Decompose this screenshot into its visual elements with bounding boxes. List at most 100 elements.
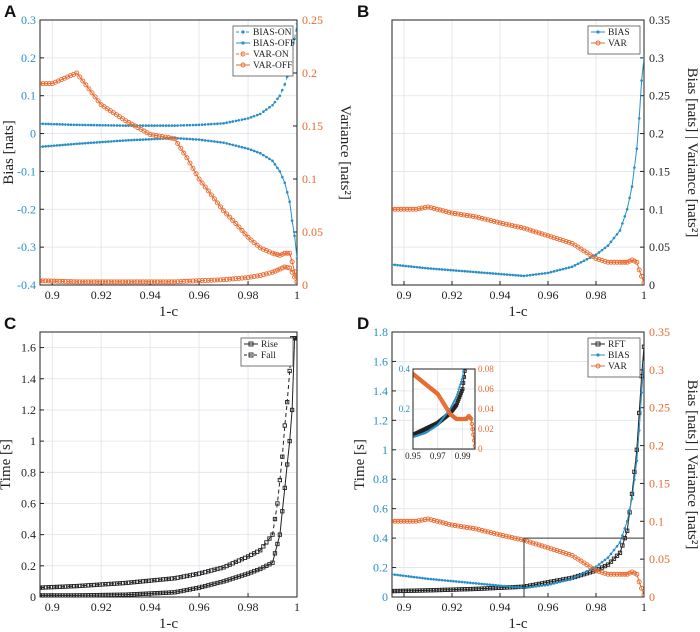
data-point xyxy=(485,583,489,586)
data-point xyxy=(491,583,495,587)
data-point xyxy=(518,537,524,543)
data-point xyxy=(134,279,140,285)
data-point xyxy=(352,347,355,350)
x-tick-label: 0.94 xyxy=(490,288,511,302)
data-point xyxy=(77,279,83,285)
panel-letter: C xyxy=(4,314,16,333)
data-point xyxy=(153,137,156,141)
data-point xyxy=(471,228,473,230)
data-point xyxy=(292,269,297,275)
data-point xyxy=(51,278,57,284)
data-point xyxy=(624,571,630,577)
data-point xyxy=(494,583,498,587)
data-point xyxy=(178,279,184,285)
data-point xyxy=(469,268,472,271)
data-point xyxy=(118,139,122,143)
data-point xyxy=(469,416,474,422)
y-tick-label-left: 0.6 xyxy=(373,502,388,516)
data-point xyxy=(379,437,382,440)
data-point xyxy=(277,477,282,483)
data-point xyxy=(246,117,250,120)
data-point xyxy=(380,437,383,440)
data-point xyxy=(66,143,70,146)
series-fall xyxy=(40,336,297,590)
data-point xyxy=(540,584,544,587)
data-point xyxy=(61,75,67,81)
data-point xyxy=(294,336,297,341)
data-point xyxy=(362,424,364,426)
data-point xyxy=(490,585,496,591)
data-point xyxy=(120,592,125,597)
y-tick-label-left: 1.2 xyxy=(21,403,36,417)
data-point xyxy=(146,279,152,285)
data-point xyxy=(609,240,613,244)
data-point xyxy=(416,518,422,524)
data-point xyxy=(77,583,82,589)
data-point xyxy=(80,583,85,588)
y-tick-label-right: 0.2 xyxy=(649,127,664,141)
data-point xyxy=(472,438,475,443)
data-point xyxy=(52,79,58,85)
data-point xyxy=(515,224,521,230)
data-point xyxy=(394,362,397,365)
data-point xyxy=(262,153,265,157)
data-point xyxy=(392,518,398,524)
data-point xyxy=(167,124,171,127)
legend-label: BIAS-OFF xyxy=(253,39,295,49)
data-point xyxy=(457,395,462,399)
data-point xyxy=(155,577,160,583)
data-point xyxy=(370,350,373,353)
data-point xyxy=(602,258,608,264)
data-point xyxy=(126,279,132,285)
data-point xyxy=(348,439,351,442)
data-point xyxy=(579,572,583,576)
inset-x-tick-label: 0.97 xyxy=(430,451,446,461)
y-tick-label-right: 0.25 xyxy=(649,401,670,415)
data-point xyxy=(368,438,371,441)
data-point xyxy=(213,122,216,126)
data-point xyxy=(166,279,172,285)
data-point xyxy=(78,123,81,127)
data-point xyxy=(140,591,146,596)
data-point xyxy=(345,347,348,350)
data-point xyxy=(452,211,458,217)
data-point xyxy=(585,569,589,573)
data-point xyxy=(245,275,251,281)
data-point xyxy=(437,207,443,213)
data-point xyxy=(456,399,460,403)
data-point xyxy=(397,435,400,438)
data-point xyxy=(346,347,349,350)
data-point xyxy=(413,206,419,212)
data-point xyxy=(240,145,244,149)
data-point xyxy=(49,144,53,148)
data-point xyxy=(497,272,500,276)
data-point xyxy=(546,271,550,275)
x-axis-label: 1-c xyxy=(159,616,178,632)
data-point xyxy=(555,581,559,584)
data-point xyxy=(397,435,400,438)
data-point xyxy=(555,269,559,272)
data-point xyxy=(600,248,604,252)
legend-label: BIAS xyxy=(608,351,630,361)
data-point xyxy=(221,208,227,214)
data-point xyxy=(69,142,73,146)
data-point xyxy=(277,532,282,537)
data-point xyxy=(398,432,400,434)
data-point xyxy=(370,426,372,428)
data-point xyxy=(384,429,386,431)
x-tick-label: 0.98 xyxy=(586,288,607,302)
inset-x-tick-label: 0.95 xyxy=(405,451,421,461)
data-point xyxy=(282,264,288,270)
data-point xyxy=(135,579,140,585)
data-point xyxy=(272,551,278,556)
x-tick-label: 0.92 xyxy=(91,288,112,302)
x-tick-label: 0.92 xyxy=(442,288,463,302)
data-point xyxy=(418,576,422,580)
data-point xyxy=(282,423,287,428)
data-point xyxy=(466,581,469,584)
data-point xyxy=(422,517,428,523)
data-point xyxy=(115,124,119,127)
data-point xyxy=(178,145,184,151)
data-point xyxy=(554,236,560,242)
data-point xyxy=(395,518,401,524)
